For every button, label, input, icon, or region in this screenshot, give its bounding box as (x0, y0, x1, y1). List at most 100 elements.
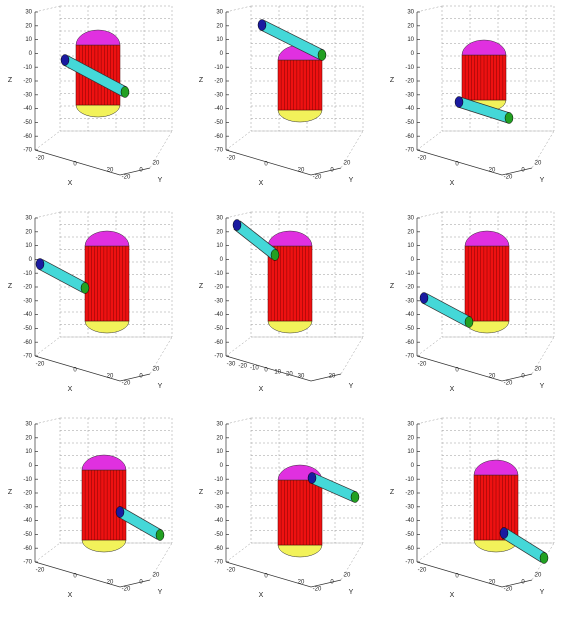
bottom-cap (268, 321, 312, 333)
rod (237, 225, 275, 255)
y-tick-label: -20 (122, 381, 131, 387)
panel: 3020100-10-20-30-40-50-60-70-20020-20020… (390, 6, 554, 187)
z-tick-label: -10 (405, 271, 414, 277)
z-tick-label: -70 (23, 148, 32, 154)
y-tick-label: 0 (139, 374, 143, 380)
top-cap (465, 231, 509, 246)
y-tick-label: 20 (153, 367, 160, 373)
z-tick-label: -50 (23, 532, 32, 538)
z-tick-label: -60 (214, 546, 223, 552)
z-tick-label: -10 (23, 477, 32, 483)
z-label: Z (390, 283, 395, 290)
floor (226, 131, 363, 168)
top-cap (76, 30, 120, 45)
bottom-cap (76, 105, 120, 117)
y-tick-label: -20 (313, 587, 322, 593)
z-tick-label: 10 (25, 449, 32, 455)
bottom-cap (85, 321, 129, 333)
z-tick-label: -30 (405, 298, 414, 304)
z-tick-label: -70 (214, 560, 223, 566)
z-tick-label: -70 (214, 354, 223, 360)
xy-axes (417, 562, 532, 587)
top-cap (82, 455, 126, 470)
z-tick-label: -40 (405, 312, 414, 318)
top-cap (462, 40, 506, 55)
y-tick-label: 0 (521, 374, 525, 380)
xy-axes (226, 562, 341, 587)
z-tick-label: 20 (25, 23, 32, 29)
y-tick-label: -20 (504, 175, 513, 181)
z-tick-label: -50 (214, 120, 223, 126)
y-label: Y (540, 589, 545, 596)
x-label: X (259, 592, 264, 599)
grid-line (417, 6, 442, 12)
z-tick-label: -70 (214, 148, 223, 154)
rod-end (258, 20, 266, 31)
x-tick-label: 20 (489, 580, 496, 586)
z-tick-label: 0 (220, 257, 224, 263)
z-tick-label: -30 (23, 298, 32, 304)
z-tick-label: -30 (214, 92, 223, 98)
rod-end (121, 87, 129, 98)
xy-axes (35, 150, 150, 175)
x-tick-label: 20 (489, 374, 496, 380)
grid-line (35, 418, 60, 424)
z-tick-label: -20 (23, 285, 32, 291)
z-label: Z (8, 77, 13, 84)
x-tick-label: -20 (227, 568, 236, 574)
z-tick-label: -10 (405, 65, 414, 71)
rod-end (156, 530, 164, 541)
z-tick-label: 20 (216, 23, 223, 29)
z-tick-label: -10 (405, 477, 414, 483)
z-tick-label: -30 (23, 92, 32, 98)
floor (35, 337, 172, 374)
rod-end (505, 113, 513, 124)
y-label: Y (158, 383, 163, 390)
y-label: Y (349, 177, 354, 184)
z-tick-label: -60 (214, 134, 223, 140)
z-tick-label: -40 (23, 518, 32, 524)
xy-axes (35, 356, 150, 381)
z-tick-label: -60 (405, 134, 414, 140)
x-tick-label: -20 (227, 156, 236, 162)
x-tick-label: 20 (107, 168, 114, 174)
rod-end (271, 250, 279, 261)
y-label: Y (540, 177, 545, 184)
top-cap (474, 460, 518, 475)
bottom-cap (278, 110, 322, 122)
y-label: Y (349, 383, 354, 390)
z-tick-label: 10 (407, 37, 414, 43)
y-label: Y (158, 177, 163, 184)
rod-end (61, 55, 69, 66)
x-label: X (68, 592, 73, 599)
z-label: Z (199, 489, 204, 496)
y-tick-label: 20 (153, 161, 160, 167)
x-tick-label: -20 (418, 362, 427, 368)
z-tick-label: 0 (411, 51, 415, 57)
z-tick-label: -70 (23, 560, 32, 566)
y-tick-label: -20 (122, 175, 131, 181)
z-tick-label: -30 (214, 504, 223, 510)
x-tick-label: 20 (286, 372, 293, 378)
xy-axes (226, 150, 341, 175)
z-tick-label: 10 (216, 243, 223, 249)
bottom-cap (278, 545, 322, 557)
z-tick-label: -20 (405, 79, 414, 85)
rod-end (116, 507, 124, 518)
x-tick-label: 20 (298, 168, 305, 174)
rod-end (465, 317, 473, 328)
z-tick-label: -40 (214, 518, 223, 524)
z-tick-label: 20 (407, 229, 414, 235)
z-label: Z (390, 489, 395, 496)
x-label: X (450, 592, 455, 599)
y-tick-label: 0 (330, 168, 334, 174)
rod-end (540, 553, 548, 564)
z-tick-label: -20 (214, 285, 223, 291)
xy-axes (35, 562, 150, 587)
x-tick-label: -20 (36, 156, 45, 162)
z-tick-label: 30 (25, 216, 32, 222)
z-tick-label: 30 (407, 216, 414, 222)
z-tick-label: 20 (407, 435, 414, 441)
z-tick-label: 30 (216, 216, 223, 222)
z-tick-label: 10 (216, 37, 223, 43)
